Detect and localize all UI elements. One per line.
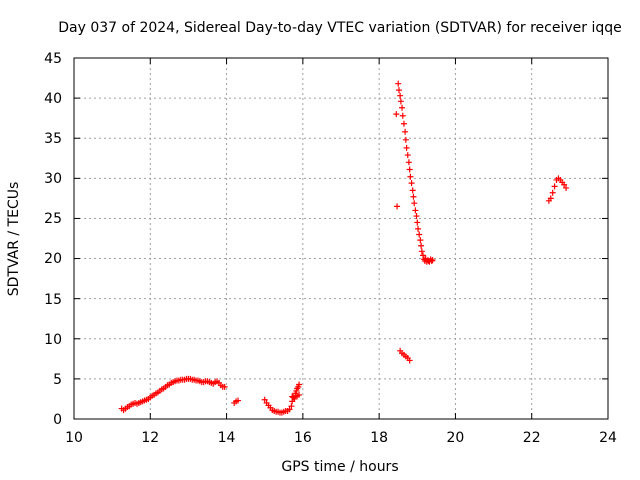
y-tick-label: 45 (44, 51, 62, 67)
data-point (551, 183, 558, 190)
data-point (296, 391, 303, 398)
data-point (402, 128, 409, 135)
data-point (404, 152, 411, 159)
data-point (428, 257, 435, 264)
x-tick-label: 12 (141, 430, 159, 446)
data-point (416, 231, 423, 238)
data-point (408, 180, 415, 187)
data-point (410, 193, 417, 200)
data-point (549, 189, 556, 196)
data-point (411, 200, 418, 207)
data-point (261, 396, 268, 403)
data-point (286, 406, 293, 413)
data-points (118, 80, 570, 416)
data-point (296, 381, 303, 388)
data-point (394, 203, 401, 210)
data-point (415, 225, 422, 232)
chart-title: Day 037 of 2024, Sidereal Day-to-day VTE… (58, 20, 622, 36)
grid-lines (74, 58, 608, 419)
data-point (393, 111, 400, 118)
x-tick-label: 24 (599, 430, 617, 446)
data-point (400, 120, 407, 127)
data-point (418, 248, 425, 255)
data-point (402, 136, 409, 143)
data-point (414, 219, 421, 226)
x-tick-label: 20 (447, 430, 465, 446)
data-point (235, 397, 242, 404)
axis-ticks (73, 57, 609, 420)
y-tick-label: 35 (44, 131, 62, 147)
x-axis-label: GPS time / hours (281, 459, 398, 475)
data-point (417, 237, 424, 244)
y-tick-label: 40 (44, 91, 62, 107)
data-point (561, 181, 568, 188)
y-tick-label: 25 (44, 211, 62, 227)
data-point (405, 159, 412, 166)
x-tick-label: 18 (370, 430, 388, 446)
y-tick-label: 30 (44, 171, 62, 187)
data-point (563, 184, 570, 191)
y-tick-label: 5 (53, 372, 62, 388)
data-point (395, 87, 402, 94)
data-point (547, 195, 554, 202)
y-tick-label: 0 (53, 412, 62, 428)
data-point (403, 144, 410, 151)
x-tick-label: 16 (294, 430, 312, 446)
data-point (418, 242, 425, 249)
x-tick-label: 22 (523, 430, 541, 446)
y-tick-label: 20 (44, 251, 62, 267)
data-point (429, 257, 436, 264)
data-point (413, 213, 420, 220)
plot-frame (73, 57, 609, 420)
data-point (407, 173, 414, 180)
data-point (406, 166, 413, 173)
data-point (399, 104, 406, 111)
x-tick-label: 14 (218, 430, 236, 446)
data-point (412, 207, 419, 214)
data-point (395, 80, 402, 87)
data-point (420, 252, 427, 259)
data-point (221, 383, 228, 390)
y-tick-label: 15 (44, 292, 62, 308)
x-tick-label: 10 (65, 430, 83, 446)
data-point (409, 187, 416, 194)
data-point (288, 403, 295, 410)
data-point (406, 357, 413, 364)
y-tick-label: 10 (44, 332, 62, 348)
data-point (397, 92, 404, 99)
data-point (397, 98, 404, 105)
y-axis-label: SDTVAR / TECUs (6, 182, 22, 297)
data-point (399, 112, 406, 119)
